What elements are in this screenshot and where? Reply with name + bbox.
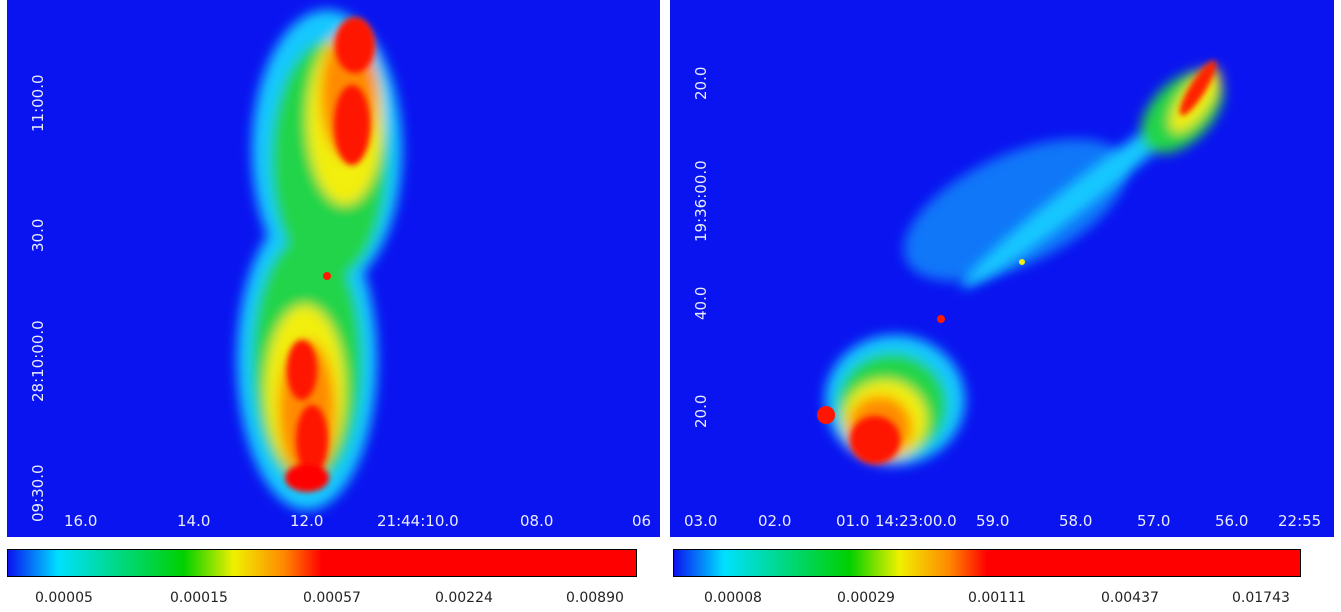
y-tick-label: 28:10:00.0 — [29, 320, 47, 402]
colorbar-tick-label: 0.00057 — [303, 590, 361, 606]
x-tick-label: 08.0 — [520, 512, 554, 530]
colorbar-tick-label: 0.00029 — [837, 590, 895, 606]
y-tick-label: 40.0 — [692, 286, 710, 320]
y-tick-label: 20.0 — [692, 66, 710, 100]
x-tick-label: 02.0 — [758, 512, 792, 530]
x-tick-label: 21:44:10.0 — [377, 512, 459, 530]
left-image-panel: 16.0 14.0 12.0 21:44:10.0 08.0 06 11:00.… — [7, 0, 660, 537]
x-tick-label: 01.0 — [836, 512, 870, 530]
y-tick-label: 30.0 — [29, 218, 47, 252]
left-radio-map — [237, 10, 402, 510]
x-tick-label: 14:23:00.0 — [875, 512, 957, 530]
x-tick-label: 59.0 — [976, 512, 1010, 530]
x-tick-label: 12.0 — [290, 512, 324, 530]
colorbar-tick-label: 0.00111 — [968, 590, 1026, 606]
x-tick-label: 56.0 — [1215, 512, 1249, 530]
colorbar-tick-label: 0.00224 — [435, 590, 493, 606]
x-tick-label: 57.0 — [1137, 512, 1171, 530]
x-tick-label: 14.0 — [177, 512, 211, 530]
y-tick-label: 11:00.0 — [29, 74, 47, 132]
colorbar-tick-label: 0.00890 — [566, 590, 624, 606]
y-tick-label: 19:36:00.0 — [692, 160, 710, 242]
colorbar-tick-label: 0.00015 — [170, 590, 228, 606]
right-radio-map — [817, 60, 1224, 465]
colorbar-tick-label: 0.01743 — [1232, 590, 1290, 606]
colorbar-tick-label: 0.00005 — [35, 590, 93, 606]
x-tick-label: 16.0 — [64, 512, 98, 530]
x-tick-label: 22:55 — [1278, 512, 1322, 530]
x-tick-label: 03.0 — [684, 512, 718, 530]
x-tick-label: 06 — [632, 512, 652, 530]
right-image-panel: 03.0 02.0 01.0 14:23:00.0 59.0 58.0 57.0… — [670, 0, 1334, 537]
right-colorbar — [673, 549, 1301, 577]
y-tick-label: 20.0 — [692, 394, 710, 428]
colorbar-tick-label: 0.00437 — [1101, 590, 1159, 606]
y-tick-label: 09:30.0 — [29, 464, 47, 522]
colorbar-tick-label: 0.00008 — [704, 590, 762, 606]
left-colorbar — [7, 549, 637, 577]
x-tick-label: 58.0 — [1059, 512, 1093, 530]
